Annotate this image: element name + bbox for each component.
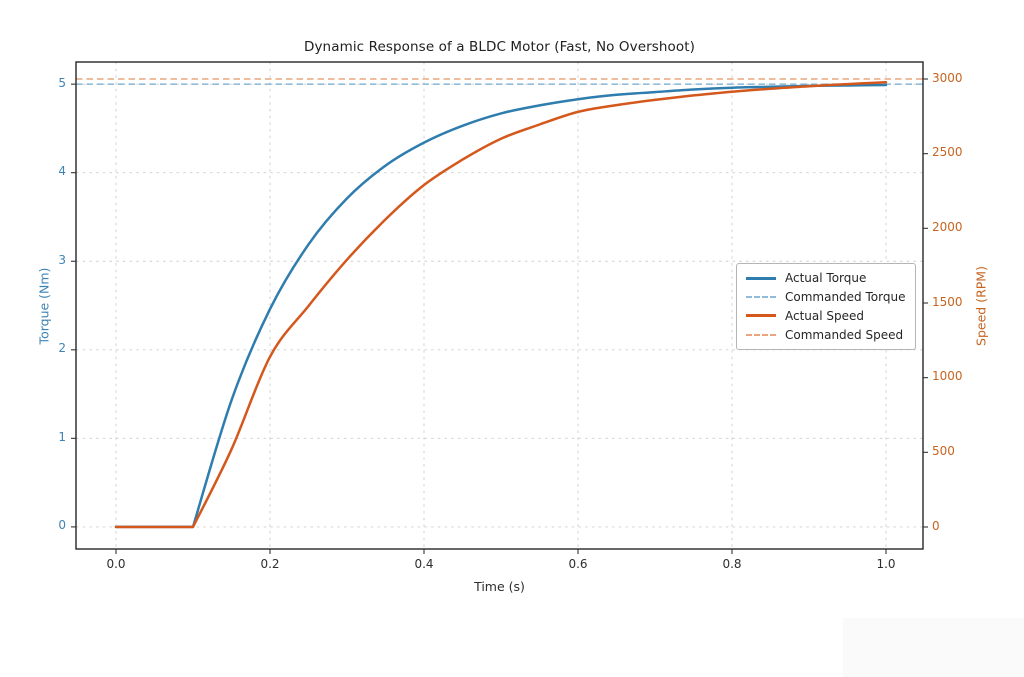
y-right-tick-label: 2500 xyxy=(932,145,963,160)
legend-item-actual-speed: Actual Speed xyxy=(746,309,906,323)
legend-swatch-actual-torque xyxy=(746,276,776,280)
y-left-tick-label: 5 xyxy=(58,75,66,90)
y-right-tick-label: 0 xyxy=(932,518,940,533)
legend: Actual Torque Commanded Torque Actual Sp… xyxy=(736,263,916,350)
x-tick-label: 0.6 xyxy=(568,557,588,571)
actual-speed-curve xyxy=(114,81,888,529)
y-left-tick-label: 3 xyxy=(58,252,66,267)
x-tick-label: 1.0 xyxy=(876,557,896,571)
y-left-tick-label: 4 xyxy=(58,164,66,179)
legend-label-actual-torque: Actual Torque xyxy=(785,271,867,286)
legend-label-commanded-speed: Commanded Speed xyxy=(785,327,904,342)
x-tick-label: 0.2 xyxy=(260,557,280,571)
legend-item-commanded-torque: Commanded Torque xyxy=(746,290,906,304)
x-tick-label: 0.8 xyxy=(722,557,742,571)
y-axis-left-label: Torque (Nm) xyxy=(36,267,52,345)
legend-swatch-actual-speed xyxy=(746,314,776,318)
x-tick-label: 0.0 xyxy=(106,557,126,571)
y-left-tick-label: 1 xyxy=(58,429,66,444)
chart-title: Dynamic Response of a BLDC Motor (Fast, … xyxy=(303,39,696,55)
axes-frame xyxy=(75,61,924,550)
legend-swatch-commanded-torque xyxy=(746,296,776,299)
legend-label-commanded-torque: Commanded Torque xyxy=(785,290,906,305)
watermark-block xyxy=(843,618,1024,677)
y-left-tick-label: 2 xyxy=(58,341,66,356)
y-right-tick-label: 1000 xyxy=(932,369,963,384)
y-right-tick-label: 1500 xyxy=(932,294,963,309)
y-right-tick-label: 3000 xyxy=(932,70,963,85)
y-right-tick-label: 500 xyxy=(932,443,955,458)
actual-torque-curve xyxy=(114,83,888,529)
legend-item-commanded-speed: Commanded Speed xyxy=(746,328,906,342)
legend-swatch-commanded-speed xyxy=(746,333,776,336)
x-axis-label: Time (s) xyxy=(474,579,525,594)
x-tick-label: 0.4 xyxy=(414,557,434,571)
y-right-tick-label: 2000 xyxy=(932,219,963,234)
y-left-tick-label: 0 xyxy=(58,518,66,533)
legend-label-actual-speed: Actual Speed xyxy=(785,308,865,323)
y-axis-right-label: Speed (RPM) xyxy=(973,266,989,346)
legend-item-actual-torque: Actual Torque xyxy=(746,271,906,285)
